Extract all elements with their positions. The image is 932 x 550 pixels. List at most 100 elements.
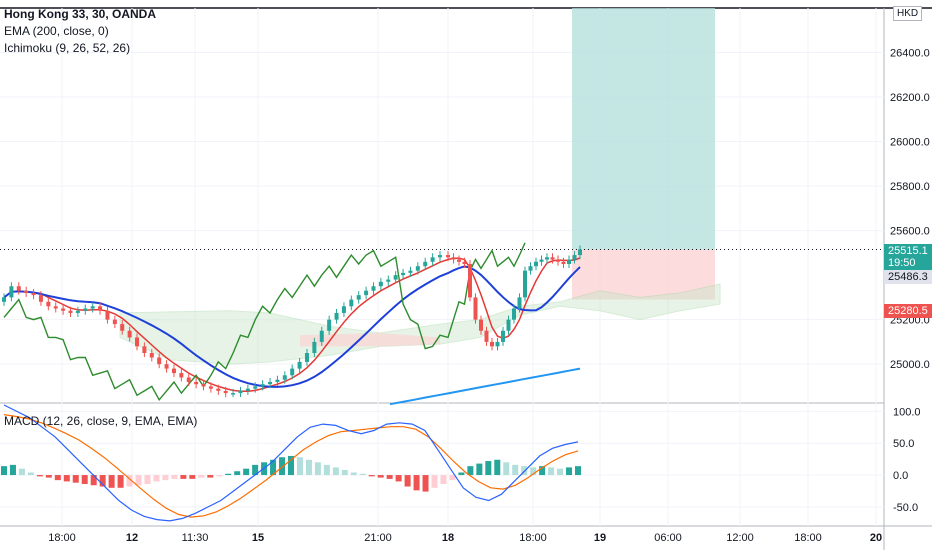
- candle-body: [216, 388, 221, 391]
- candle-body: [378, 281, 383, 287]
- cloud-band: [119, 283, 721, 365]
- candle-body: [61, 308, 66, 311]
- candle-body: [304, 353, 309, 362]
- candle-body: [393, 275, 398, 280]
- candle-body: [46, 301, 51, 307]
- macd-histogram-bar: [413, 475, 420, 491]
- candle-body: [90, 306, 95, 309]
- candle-body: [179, 373, 184, 378]
- candle-body: [528, 266, 533, 271]
- macd-histogram-bar: [135, 475, 142, 486]
- candle-body: [282, 375, 287, 380]
- candle-body: [341, 306, 346, 313]
- macd-histogram-bar: [440, 475, 447, 484]
- candle-body: [164, 364, 169, 369]
- macd-histogram-bar: [144, 475, 151, 484]
- candle-body: [457, 259, 461, 262]
- candle-body: [245, 388, 250, 391]
- price-tick: 26000.0: [890, 137, 930, 149]
- macd-histogram-bar: [467, 466, 474, 476]
- position-zones: [0, 8, 884, 300]
- time-tick: 19: [594, 532, 606, 544]
- macd-histogram-bar: [539, 466, 546, 476]
- candle-body: [2, 297, 6, 302]
- time-tick: 12: [126, 532, 138, 544]
- candle-body: [484, 330, 489, 342]
- macd-histogram-bar: [288, 455, 294, 476]
- candle-body: [319, 330, 324, 342]
- candle-body: [468, 263, 472, 298]
- candle-body: [545, 257, 549, 260]
- candle-body: [386, 279, 391, 282]
- macd-line: [3, 404, 579, 522]
- cloud-red-band: [300, 332, 440, 347]
- candle-body: [98, 306, 103, 311]
- legend-macd-label[interactable]: MACD (12, 26, close, 9, EMA, EMA): [4, 414, 198, 428]
- macd-histogram-bar: [63, 475, 70, 482]
- macd-histogram-bar: [9, 464, 16, 476]
- candle-body: [550, 257, 555, 260]
- macd-histogram-bar: [314, 462, 321, 476]
- candle-body: [490, 341, 494, 347]
- time-tick: 18:00: [794, 532, 822, 544]
- candle-body: [127, 330, 132, 338]
- candle-body: [171, 368, 176, 374]
- candle-body: [290, 368, 295, 376]
- candle-body: [473, 297, 478, 320]
- time-tick: 18:00: [519, 532, 547, 544]
- candle-body: [371, 286, 376, 291]
- macd-histogram-bar: [368, 475, 375, 477]
- macd-histogram-bar: [305, 459, 312, 476]
- macd-tick: 0.0: [893, 470, 908, 482]
- candle-body: [364, 290, 369, 296]
- target-price-badge: 25486.3: [884, 270, 932, 284]
- macd-histogram-bar: [252, 464, 259, 476]
- macd-histogram-bar: [153, 475, 160, 482]
- candle-body: [186, 377, 191, 382]
- legend-symbol[interactable]: Hong Kong 33, 30, OANDA: [4, 7, 157, 21]
- candle-body: [238, 390, 243, 394]
- macd-histogram-bar: [18, 468, 25, 476]
- candle-body: [356, 295, 361, 300]
- last-price-label: 25515.1: [888, 245, 928, 257]
- candle-body: [201, 384, 206, 387]
- candle-body: [423, 261, 428, 267]
- macd-pane: [0, 404, 884, 522]
- macd-histogram-bar: [476, 463, 483, 476]
- legend-ichimoku[interactable]: Ichimoku (9, 26, 52, 26): [4, 41, 131, 55]
- candle-body: [268, 381, 273, 385]
- stop-price-badge: 25280.5: [884, 304, 932, 318]
- candle-body: [75, 310, 80, 313]
- candle-body: [327, 319, 332, 331]
- macd-histogram-bar: [171, 475, 178, 479]
- macd-histogram-bar: [81, 475, 88, 484]
- macd-histogram-bar: [54, 475, 61, 481]
- candle-body: [312, 341, 317, 354]
- time-tick: 11:30: [182, 532, 209, 544]
- candle-body: [578, 249, 582, 256]
- macd-histogram-bar: [27, 472, 34, 476]
- candle-body: [534, 261, 538, 267]
- last-price-badge: 25515.1 19:50: [884, 244, 932, 270]
- macd-histogram-bar: [503, 462, 510, 476]
- candle-body: [253, 386, 258, 389]
- price-tick: 25600.0: [890, 226, 930, 238]
- macd-histogram-bar: [485, 461, 492, 476]
- candle-body: [446, 255, 450, 258]
- candle-body: [438, 255, 442, 258]
- macd-histogram-bar: [521, 466, 528, 476]
- candle-body: [408, 270, 413, 273]
- candle-body: [567, 259, 571, 264]
- price-tick: 26200.0: [890, 92, 930, 104]
- macd-histogram-bar: [494, 459, 501, 476]
- macd-histogram-bar: [323, 464, 330, 476]
- profit-zone: [572, 8, 715, 250]
- candle-body: [142, 346, 147, 354]
- candle-body: [572, 255, 577, 260]
- macd-histogram-bar: [225, 473, 232, 476]
- macd-histogram-bar: [458, 472, 465, 476]
- legend-ema[interactable]: EMA (200, close, 0): [4, 24, 109, 38]
- currency-badge[interactable]: HKD: [893, 6, 923, 21]
- legend-main: Hong Kong 33, 30, OANDA EMA (200, close,…: [4, 6, 156, 57]
